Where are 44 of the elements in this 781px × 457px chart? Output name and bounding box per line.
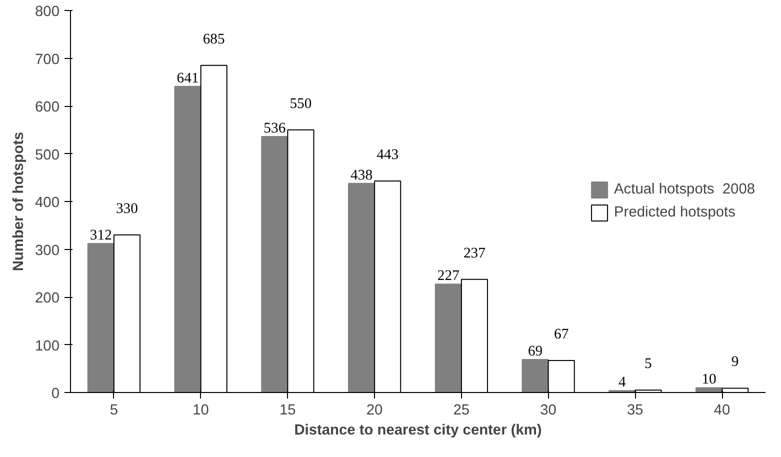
legend-label: Predicted hotspots [614,204,736,220]
data-label: 69 [528,344,543,360]
data-label: 443 [376,146,399,163]
legend-label: Actual hotspots 2008 [614,182,755,198]
data-label: 330 [116,200,138,217]
y-tick-label: 200 [35,290,60,306]
x-tick-label: 20 [366,402,383,418]
bar [174,86,202,392]
y-tick-label: 700 [35,52,60,68]
x-tick-label: 25 [453,402,470,418]
data-label: 641 [176,70,199,86]
data-label: 4 [618,374,626,391]
x-axis-title: Distance to nearest city center (km) [294,422,542,438]
data-label: 5 [644,356,652,372]
bar [522,359,549,392]
bar [348,182,376,392]
y-tick-label: 300 [35,242,60,259]
data-label: 227 [437,268,460,284]
data-label: 438 [350,167,373,184]
data-label: 10 [702,372,716,388]
data-label: 237 [463,245,486,262]
x-tick-label: 30 [540,402,556,418]
data-label: 312 [90,228,112,244]
x-tick-label: 15 [280,402,296,418]
bar [434,284,462,392]
data-label: 685 [202,31,225,48]
data-label: 9 [731,354,739,370]
data-label: 536 [264,120,286,137]
y-tick-label: 400 [35,195,60,211]
y-tick-label: 100 [35,338,60,354]
y-tick-label: 600 [35,100,60,116]
bar [261,136,288,392]
x-tick-label: 5 [110,402,118,418]
x-tick-label: 35 [627,402,644,418]
data-label: 67 [554,326,569,343]
x-tick-label: 40 [714,402,730,418]
bar [696,387,723,392]
x-tick-label: 10 [192,402,209,418]
y-tick-label: 500 [35,147,60,164]
y-axis-title: Number of hotspots [11,132,28,272]
bar [87,243,114,392]
data-label: 550 [290,96,312,112]
y-tick-label: 0 [51,386,60,402]
y-tick-label: 800 [35,4,60,20]
